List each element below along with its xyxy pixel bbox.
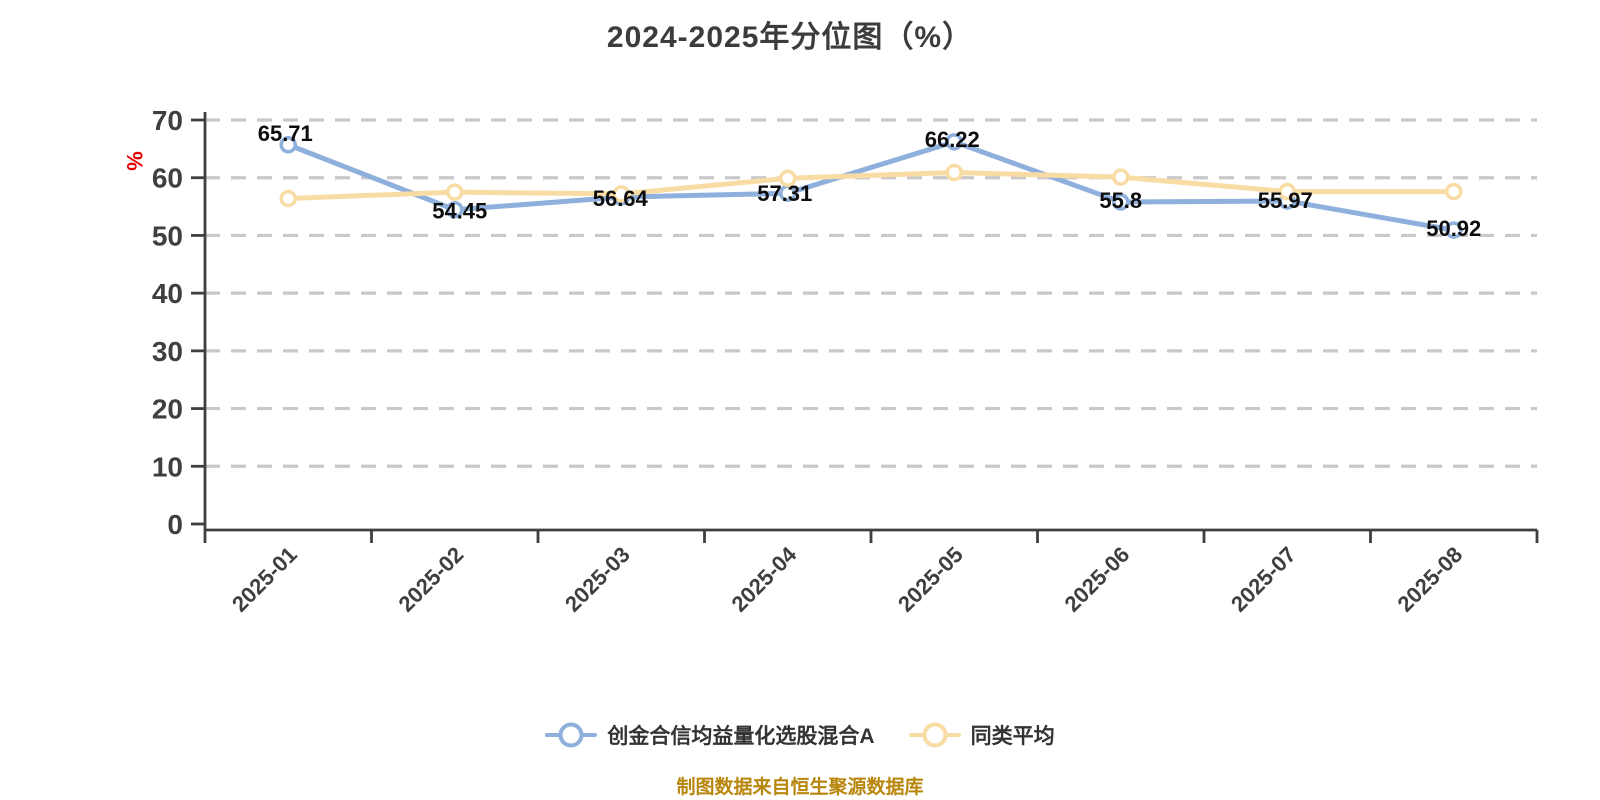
x-axis-label-2025-08: 2025-08 — [1393, 542, 1468, 617]
x-axis-label-2025-04: 2025-04 — [727, 541, 802, 616]
data-label-2: 56.64 — [593, 186, 649, 211]
data-point-s1-4 — [945, 163, 963, 182]
y-axis-label-70: 70 — [152, 105, 183, 136]
data-label-6: 55.97 — [1258, 188, 1313, 213]
y-axis-label-20: 20 — [152, 394, 183, 425]
series-line-1 — [285, 170, 1457, 201]
footer-source-note: 制图数据来自恒生聚源数据库 — [676, 777, 924, 798]
data-point-s1-6 — [1278, 182, 1296, 201]
data-label-3: 57.31 — [757, 181, 812, 206]
legend-item-0[interactable]: 创金合信均益量化选股混合A — [545, 720, 875, 750]
legend: 创金合信均益量化选股混合A 同类平均 — [0, 720, 1600, 750]
data-point-s0-5 — [1112, 193, 1130, 211]
x-axis-label-2025-05: 2025-05 — [893, 542, 968, 617]
data-label-7: 50.92 — [1426, 216, 1481, 241]
y-axis-label-60: 60 — [152, 163, 183, 194]
data-point-s0-1 — [446, 200, 464, 219]
data-point-s1-3 — [779, 169, 797, 188]
data-point-s0-4 — [945, 133, 963, 151]
legend-item-1[interactable]: 同类平均 — [908, 720, 1055, 750]
data-point-s1-2 — [612, 185, 630, 203]
data-label-4: 66.22 — [925, 127, 980, 152]
data-point-s0-0 — [279, 136, 297, 154]
data-point-s1-5 — [1112, 168, 1130, 186]
legend-line-marker-icon — [545, 722, 598, 748]
y-axis-label-40: 40 — [152, 278, 183, 309]
legend-label-1: 同类平均 — [970, 725, 1055, 748]
x-axis-label-2025-06: 2025-06 — [1060, 542, 1135, 617]
x-axis-label-2025-07: 2025-07 — [1226, 542, 1301, 617]
x-axis-label-2025-02: 2025-02 — [394, 542, 469, 617]
series-line-0 — [285, 139, 1457, 233]
plot-area: 0 10 20 30 40 50 60 70 2025-01 2025-02 2025-03 2025… — [152, 105, 1539, 617]
x-axis-label-2025-01: 2025-01 — [227, 542, 302, 617]
x-axis-label-2025-03: 2025-03 — [560, 542, 635, 617]
legend-label-0: 创金合信均益量化选股混合A — [607, 725, 875, 748]
chart-title: 2024-2025年分位图（%） — [606, 21, 974, 54]
legend-line-marker-icon — [908, 722, 961, 748]
y-axis-label-50: 50 — [152, 220, 183, 251]
data-label-1: 54.45 — [432, 199, 487, 224]
y-axis-label-30: 30 — [152, 336, 183, 367]
data-point-s0-7 — [1445, 221, 1463, 239]
data-point-s1-1 — [446, 183, 464, 201]
y-axis-label-10: 10 — [152, 451, 183, 482]
data-point-s1-0 — [279, 189, 297, 208]
y-axis-label-0: 0 — [167, 509, 183, 540]
data-point-s1-7 — [1445, 182, 1463, 201]
data-label-5: 55.8 — [1099, 188, 1142, 213]
data-label-0: 65.71 — [258, 121, 313, 146]
